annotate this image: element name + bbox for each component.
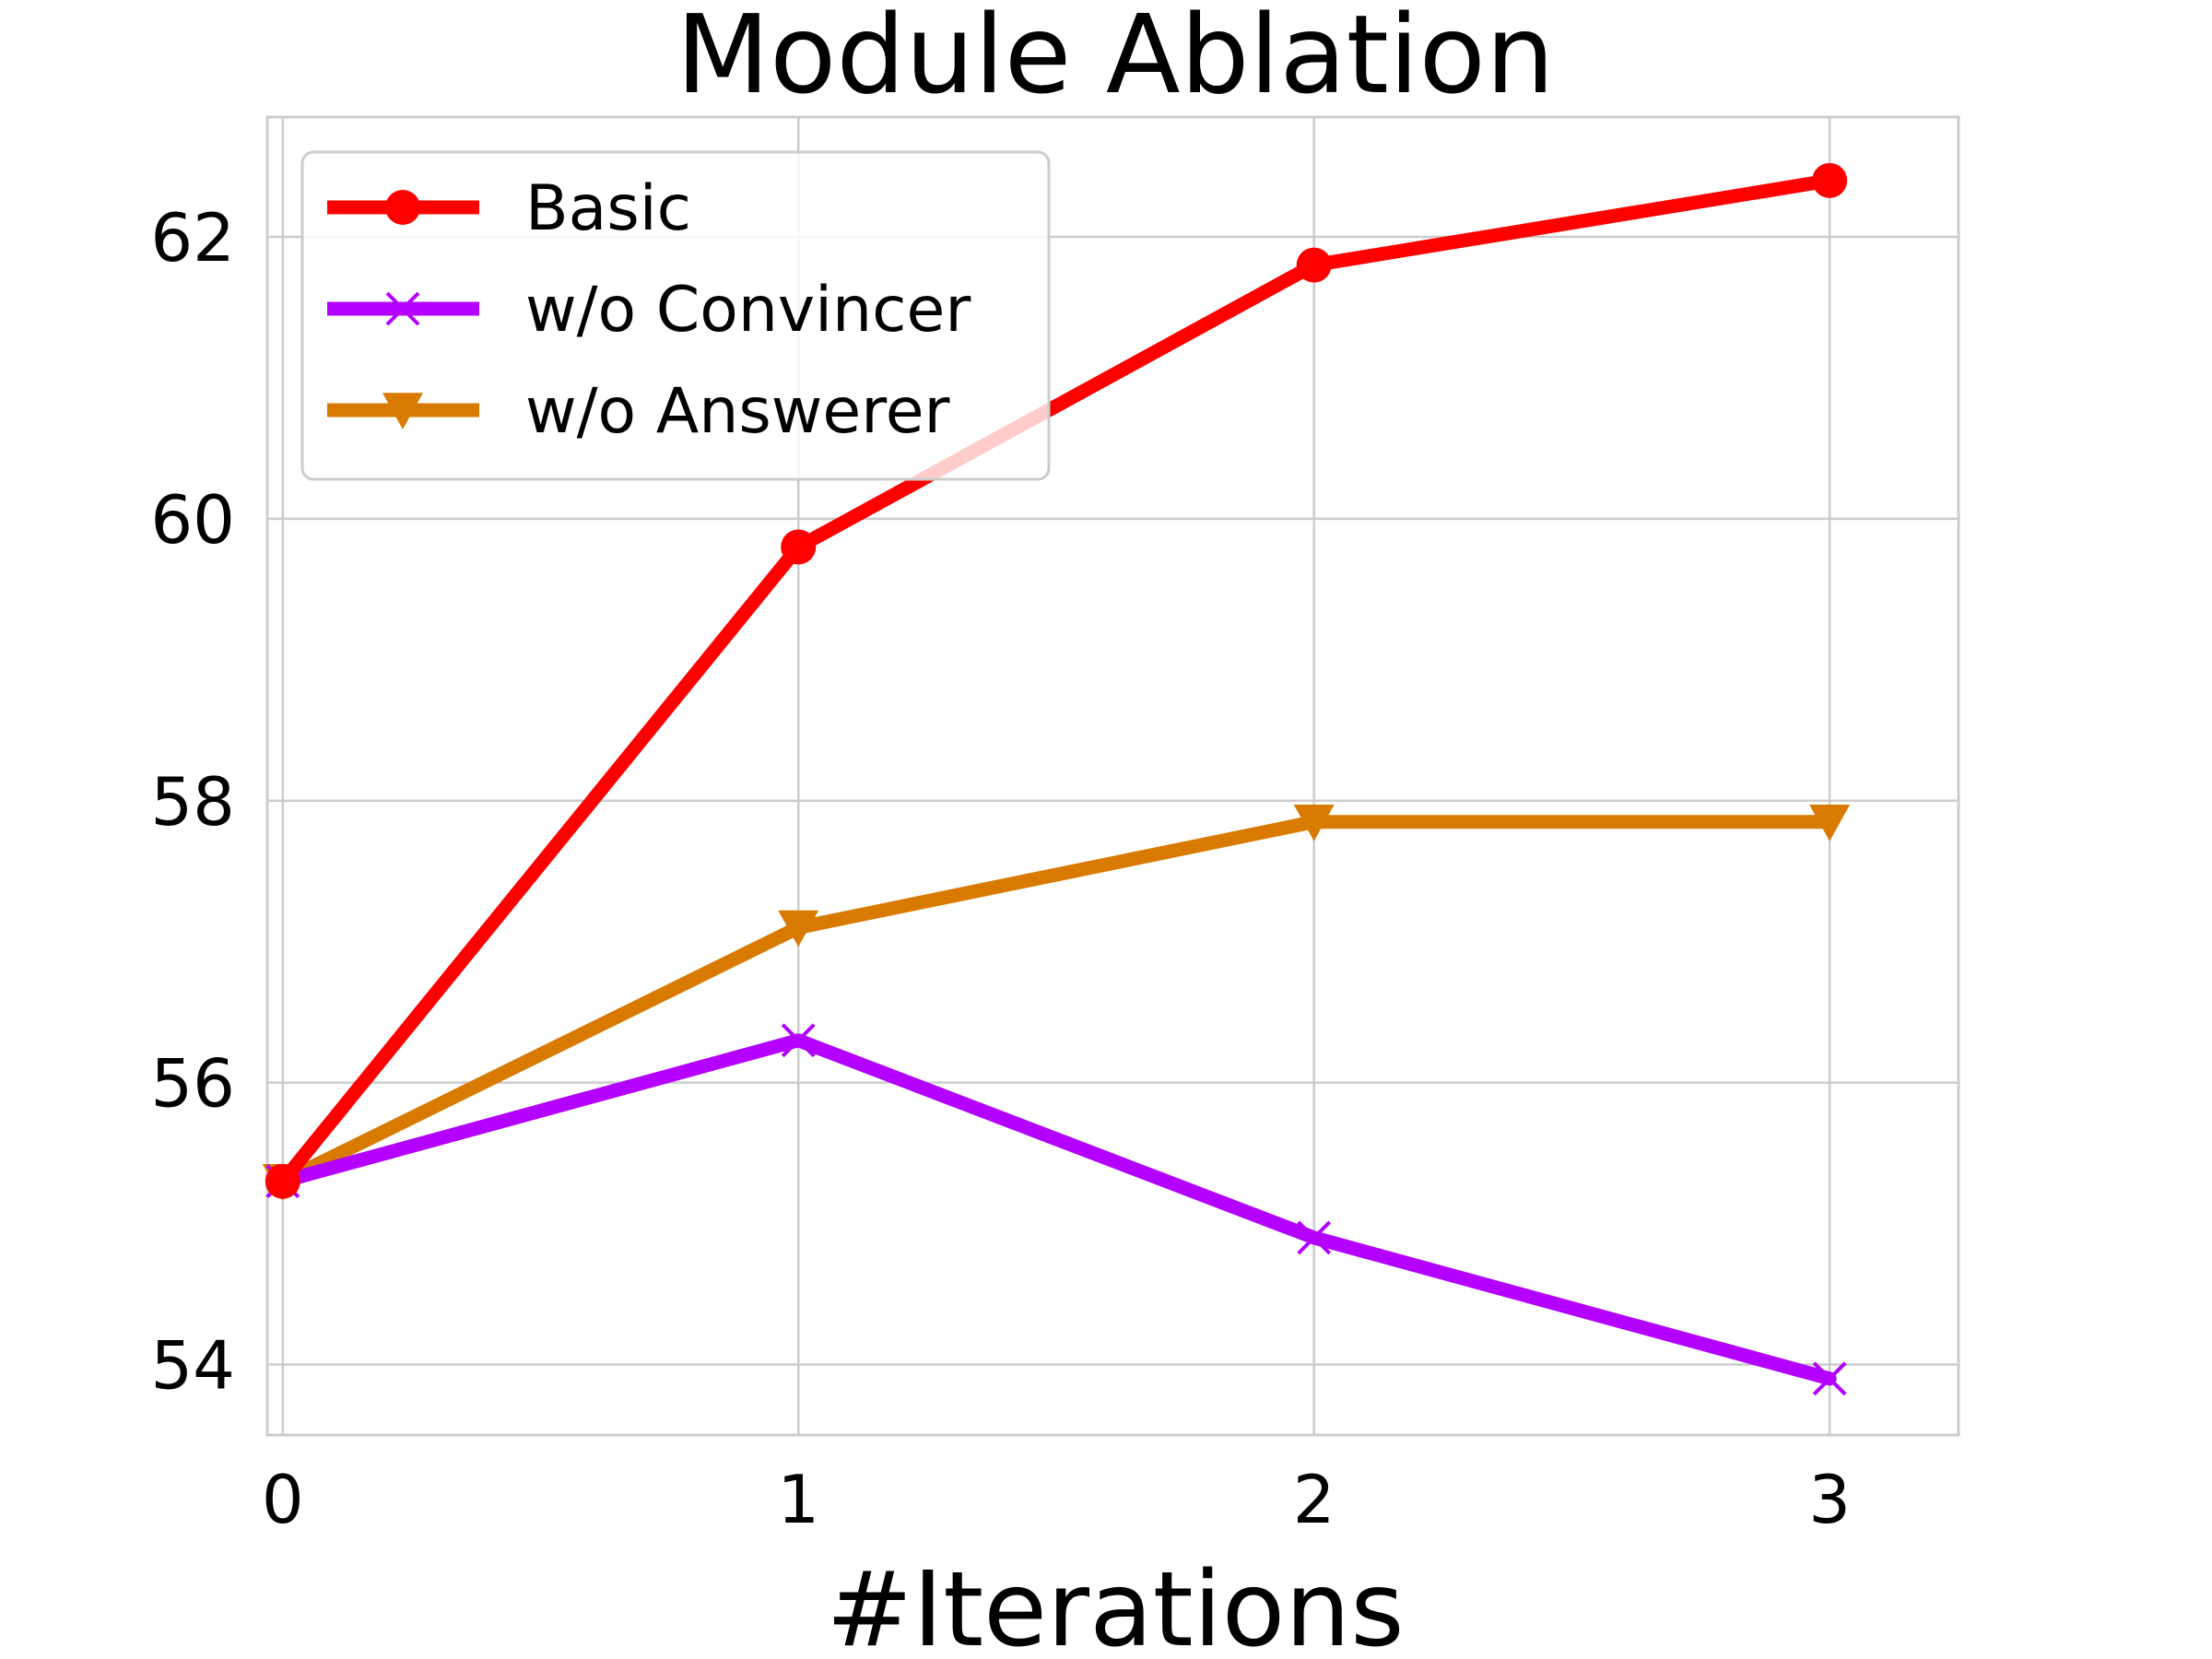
plot-area-frame xyxy=(265,115,1960,1437)
series-line xyxy=(276,815,1837,1189)
x-axis-label: #Iterations xyxy=(826,1550,1404,1659)
legend-marker xyxy=(385,190,420,225)
series-basic xyxy=(265,162,1848,1199)
data-point xyxy=(1293,805,1335,841)
data-point xyxy=(1296,247,1332,283)
legend-entry: Basic xyxy=(327,172,691,245)
x-tick-label: 0 xyxy=(262,1461,304,1538)
data-point xyxy=(781,1023,816,1058)
series-layer xyxy=(262,162,1851,1396)
x-tick-label: 3 xyxy=(1808,1461,1851,1538)
data-point xyxy=(778,910,819,947)
data-point xyxy=(781,529,817,565)
y-tick-label: 54 xyxy=(150,1327,235,1405)
y-tick-label: 60 xyxy=(150,481,235,559)
legend-entry: w/o Convincer xyxy=(327,274,971,347)
x-tick-label: 1 xyxy=(777,1461,819,1538)
x-tick-label: 2 xyxy=(1293,1461,1335,1538)
legend-label: Basic xyxy=(525,172,691,245)
legend-label: w/o Answerer xyxy=(525,375,950,448)
data-point xyxy=(1812,162,1848,198)
y-tick-label: 62 xyxy=(150,199,235,276)
legend-entry: w/o Answerer xyxy=(327,375,950,448)
data-point xyxy=(265,1163,300,1199)
series-line xyxy=(276,173,1837,1189)
tick-labels: 0 1 2 3 54 56 58 60 62 xyxy=(150,199,1851,1538)
legend-label: w/o Convincer xyxy=(525,274,971,347)
data-point xyxy=(1297,1220,1332,1255)
data-point xyxy=(1809,805,1851,841)
legend-marker xyxy=(385,291,420,326)
chart-title: Module Ablation xyxy=(676,0,1554,118)
series-line xyxy=(276,1033,1837,1386)
y-tick-label: 58 xyxy=(150,763,235,841)
y-tick-label: 56 xyxy=(150,1045,235,1123)
legend-marker xyxy=(382,393,423,429)
data-point xyxy=(1812,1361,1847,1396)
legend: Basic w/o Convincer w/o Answerer xyxy=(300,150,1051,481)
legend-box xyxy=(300,150,1051,481)
